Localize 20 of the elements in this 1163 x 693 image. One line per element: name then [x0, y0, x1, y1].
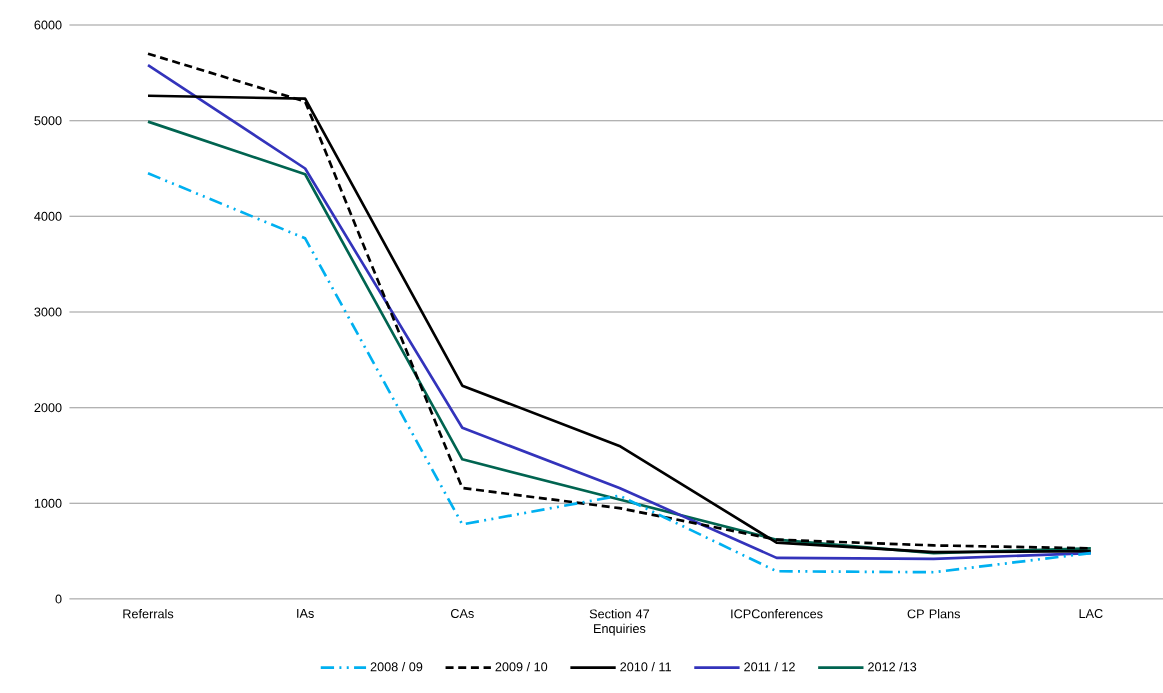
x-tick-label: ICPConferences [731, 609, 823, 619]
x-tick-label: CP Plans [907, 609, 960, 619]
y-tick-label: 2000 [34, 403, 62, 413]
x-tick-label: IAs [297, 609, 314, 618]
x-tick-label: Section 47 Enquiries [589, 609, 650, 636]
legend-label: 2011 / 12 [744, 662, 795, 672]
x-tick-label: Referrals [123, 609, 174, 619]
y-tick-label: 4000 [34, 211, 62, 221]
y-tick-label: 5000 [34, 116, 62, 126]
legend-label: 2010 / 11 [620, 662, 671, 672]
y-tick-label: 1000 [34, 498, 62, 508]
line-series [146, 171, 1093, 574]
legend-label: 2009 / 10 [495, 662, 548, 672]
legend-label: 2008 / 09 [370, 662, 423, 672]
x-tick-label: CAs [450, 609, 474, 619]
y-tick-label: 6000 [34, 20, 62, 30]
y-tick-label: 0 [55, 594, 62, 604]
legend-label: 2012 /13 [868, 662, 917, 672]
y-tick-label: 3000 [34, 307, 62, 317]
x-tick-label: LAC [1079, 609, 1103, 619]
